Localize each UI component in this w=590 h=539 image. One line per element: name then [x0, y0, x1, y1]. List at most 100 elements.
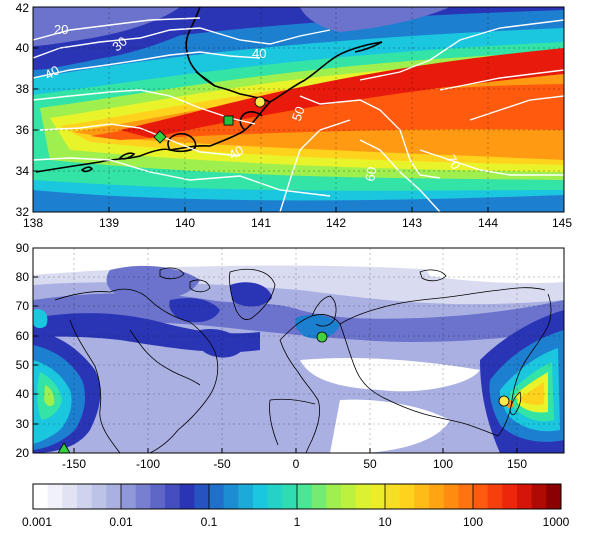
y-tick-label: 42 [16, 1, 30, 15]
colorbar-labels: 0.001 0.01 0.1 1 10 100 1000 [22, 515, 570, 529]
x-tick-label: 100 [433, 457, 453, 471]
yellow-circle-marker [254, 96, 266, 108]
y-tick-label: 70 [16, 299, 30, 313]
colorbar-label: 1000 [543, 515, 570, 529]
green-square-marker [223, 115, 234, 126]
y-tick-label: 40 [16, 387, 30, 401]
colorbar-step [91, 484, 107, 509]
colorbar-step [194, 484, 210, 509]
colorbar-step [311, 484, 327, 509]
y-tick-label: 80 [16, 270, 30, 284]
colorbar-step [33, 484, 49, 509]
colorbar-step [47, 484, 63, 509]
x-tick-label: 143 [402, 216, 422, 230]
x-tick-label: 141 [251, 216, 271, 230]
top-axes-frame [32, 6, 565, 213]
colorbar-step [135, 484, 151, 509]
x-tick-label: -150 [62, 457, 86, 471]
colorbar-step [443, 484, 459, 509]
colorbar-steps [33, 484, 562, 509]
contour-label: 40 [42, 62, 62, 82]
y-tick-label: 20 [16, 446, 30, 460]
green-circle-marker [316, 331, 328, 343]
contour-label: 40 [252, 46, 266, 61]
y-tick-label: 40 [16, 41, 30, 55]
x-tick-label: 50 [363, 457, 377, 471]
colorbar-step [399, 484, 415, 509]
top-markers [153, 96, 266, 144]
bottom-axes-frame [32, 247, 565, 454]
colorbar-step [253, 484, 269, 509]
bottom-coastlines [54, 267, 552, 453]
y-tick-label: 30 [16, 417, 30, 431]
top-gridlines [33, 7, 564, 212]
colorbar-step [238, 484, 254, 509]
bottom-map-panel: -150 -100 -50 0 50 100 150 20 30 40 50 6… [16, 241, 565, 471]
x-tick-label: -100 [136, 457, 160, 471]
top-tick-marks [33, 47, 489, 212]
y-tick-label: 90 [16, 241, 30, 255]
top-map-panel: 20 30 40 40 40 50 60 70 [16, 1, 573, 230]
colorbar-step [179, 484, 195, 509]
y-tick-label: 36 [16, 123, 30, 137]
colorbar-step [429, 484, 445, 509]
colorbar-label: 0.001 [22, 515, 52, 529]
colorbar-step [62, 484, 78, 509]
x-tick-label: 144 [478, 216, 498, 230]
colorbar-label: 0.01 [109, 515, 133, 529]
colorbar-step [106, 484, 122, 509]
colorbar-step [370, 484, 386, 509]
top-y-tick-labels: 32 34 36 38 40 42 [16, 1, 30, 219]
colorbar: 0.001 0.01 0.1 1 10 100 1000 [22, 483, 570, 529]
colorbar-step [385, 484, 401, 509]
colorbar-step [546, 484, 562, 509]
colorbar-step [414, 484, 430, 509]
contour-label: 70 [443, 152, 463, 172]
bottom-tick-marks [33, 276, 518, 453]
colorbar-step [473, 484, 489, 509]
colorbar-step [77, 484, 93, 509]
colorbar-step [282, 484, 298, 509]
colorbar-step [355, 484, 371, 509]
y-tick-label: 38 [16, 82, 30, 96]
colorbar-step [209, 484, 225, 509]
y-tick-label: 32 [16, 205, 30, 219]
bottom-gridlines [33, 248, 564, 453]
contour-label: 20 [54, 22, 68, 37]
top-x-tick-labels: 138 139 140 141 142 143 144 145 [23, 216, 572, 230]
y-tick-label: 60 [16, 329, 30, 343]
x-tick-label: 145 [552, 216, 572, 230]
colorbar-step [531, 484, 547, 509]
bottom-concentration-field [33, 248, 564, 453]
x-tick-label: 0 [293, 457, 300, 471]
x-tick-label: 142 [326, 216, 346, 230]
colorbar-step [458, 484, 474, 509]
x-tick-label: -50 [213, 457, 231, 471]
green-diamond-marker [153, 130, 167, 144]
colorbar-step [341, 484, 357, 509]
colorbar-step [517, 484, 533, 509]
contour-label: 40 [226, 142, 246, 162]
colorbar-step [165, 484, 181, 509]
bottom-x-tick-labels: -150 -100 -50 0 50 100 150 [62, 457, 527, 471]
colorbar-step [502, 484, 518, 509]
x-tick-label: 140 [175, 216, 195, 230]
colorbar-step [121, 484, 137, 509]
colorbar-frame [32, 483, 562, 510]
colorbar-decade-lines [120, 484, 474, 509]
x-tick-label: 138 [23, 216, 43, 230]
colorbar-label: 0.1 [201, 515, 218, 529]
y-tick-label: 50 [16, 358, 30, 372]
colorbar-step [326, 484, 342, 509]
colorbar-step [223, 484, 239, 509]
top-contour-labels: 20 30 40 40 40 50 60 70 [42, 22, 464, 183]
colorbar-label: 1 [294, 515, 301, 529]
contour-label: 50 [289, 104, 308, 123]
yellow-circle-marker [498, 395, 510, 407]
x-tick-label: 139 [99, 216, 119, 230]
y-tick-label: 34 [16, 164, 30, 178]
colorbar-step [267, 484, 283, 509]
colorbar-label: 100 [463, 515, 483, 529]
colorbar-step [150, 484, 166, 509]
